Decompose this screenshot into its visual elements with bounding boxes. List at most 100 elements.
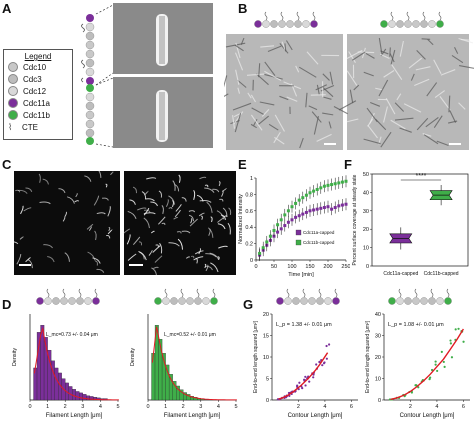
- fluorescent-filament: [206, 201, 213, 213]
- filament-texture: [451, 54, 464, 64]
- fit-curve: [390, 328, 464, 401]
- y-tick-label: 15: [263, 334, 269, 340]
- schematic-subunit: [262, 20, 270, 28]
- data-point: [330, 183, 334, 187]
- x-tick-label: 200: [323, 264, 332, 270]
- fluorescent-filament: [220, 214, 226, 221]
- filament-texture: [399, 40, 404, 57]
- cte-tail: [422, 11, 426, 21]
- histogram-bar: [72, 389, 76, 401]
- scale-bar: [129, 264, 143, 266]
- schematic-subunit: [388, 297, 396, 305]
- histogram-bar: [82, 394, 87, 401]
- data-point: [429, 376, 432, 379]
- data-point: [321, 364, 324, 367]
- y-tick-label: 0.6: [245, 209, 253, 215]
- legend-item: Cdc11a: [8, 97, 72, 109]
- fluorescent-filament: [176, 231, 182, 234]
- data-point: [319, 186, 323, 190]
- filament-texture: [250, 114, 263, 131]
- filament-texture: [375, 118, 387, 131]
- filament-texture: [316, 84, 320, 95]
- x-tick-label: 2: [182, 404, 185, 410]
- histogram-bar: [36, 332, 41, 401]
- cte-tail: [446, 288, 450, 298]
- y-tick-label: 20: [363, 227, 369, 233]
- fluorescent-filament: [92, 257, 101, 264]
- schematic-subunit: [170, 297, 178, 305]
- fluorescent-filament: [96, 212, 106, 215]
- fluorescent-filament: [27, 259, 33, 269]
- filament-texture: [261, 108, 270, 117]
- legend-swatch: [295, 239, 302, 246]
- filament-texture: [349, 89, 354, 104]
- data-point: [449, 339, 452, 342]
- schematic-subunit: [412, 297, 420, 305]
- filament-texture: [281, 41, 286, 50]
- schematic-subunit: [444, 297, 452, 305]
- fluorescent-filament: [107, 229, 113, 235]
- x-axis-label: Time [min]: [288, 272, 314, 278]
- cte-tail: [286, 288, 290, 298]
- filament-texture: [353, 84, 360, 91]
- data-point: [462, 340, 465, 343]
- y-tick-label: 30: [363, 209, 369, 215]
- data-point: [344, 202, 348, 206]
- y-tick-label: 10: [375, 377, 381, 383]
- x-tick-label: Cdc11b-capped: [424, 271, 459, 277]
- data-point: [301, 212, 305, 216]
- y-tick-label: 20: [263, 312, 269, 318]
- fit-annotation: L_p = 1.38 +/- 0.01 μm: [276, 322, 332, 328]
- x-tick-label: 0: [146, 404, 149, 410]
- fluorescent-filament: [188, 210, 196, 213]
- data-point: [294, 201, 298, 205]
- filament-texture: [458, 38, 474, 44]
- fluorescent-filament: [62, 216, 66, 222]
- cte-icon: ⌇: [8, 121, 13, 132]
- fluorescent-filament: [23, 207, 32, 212]
- cte-tail: [414, 288, 418, 298]
- data-point: [304, 193, 308, 197]
- filament-texture: [234, 52, 244, 71]
- data-point: [434, 363, 437, 366]
- x-tick-label: 4: [99, 404, 102, 410]
- schematic-subunit: [278, 20, 286, 28]
- fluorescent-filament: [188, 214, 195, 222]
- histogram-bar: [75, 391, 80, 401]
- fluorescent-filament: [105, 183, 108, 188]
- y-tick-label: 0: [250, 258, 253, 264]
- filament-texture: [279, 95, 289, 101]
- cte-tail: [302, 288, 306, 298]
- filament-texture: [322, 112, 334, 116]
- filament-texture: [416, 50, 426, 60]
- filament-texture: [426, 82, 438, 97]
- legend-list: Cdc10 Cdc3 Cdc12 Cdc11a Cdc11b ⌇ CTE: [4, 61, 72, 133]
- fluorescent-filament: [174, 209, 181, 218]
- cte-tail: [180, 288, 184, 298]
- subunit-cdc11a: [86, 77, 94, 85]
- data-point: [301, 196, 305, 200]
- fluorescent-filament: [106, 235, 111, 239]
- data-point: [286, 220, 290, 224]
- fit-curve: [33, 326, 119, 401]
- legend-item: Cdc3: [8, 73, 72, 85]
- cte-tail: [430, 288, 434, 298]
- y-axis-label: End-to-end length squared [μm²]: [365, 320, 371, 393]
- schematic-subunit: [404, 297, 412, 305]
- legend-swatch-icon: [8, 74, 18, 84]
- data-point: [337, 204, 341, 208]
- chart-f: 0 10 20 30 40 50 Percent surface coverage at s…: [352, 172, 469, 277]
- x-tick-label: 4: [435, 404, 438, 410]
- x-tick-label: 2: [297, 404, 300, 410]
- cte-tail: [264, 11, 268, 21]
- schematic-subunit: [404, 20, 412, 28]
- fluorescent-filament: [153, 266, 159, 269]
- schematic-subunit: [52, 297, 60, 305]
- filament-texture: [458, 102, 466, 110]
- data-point: [450, 356, 454, 359]
- filament-texture: [286, 96, 298, 102]
- cte-tail: [398, 288, 402, 298]
- legend-swatch-icon: [8, 110, 18, 120]
- fluorescent-filament: [67, 196, 75, 204]
- filament-texture: [389, 53, 395, 63]
